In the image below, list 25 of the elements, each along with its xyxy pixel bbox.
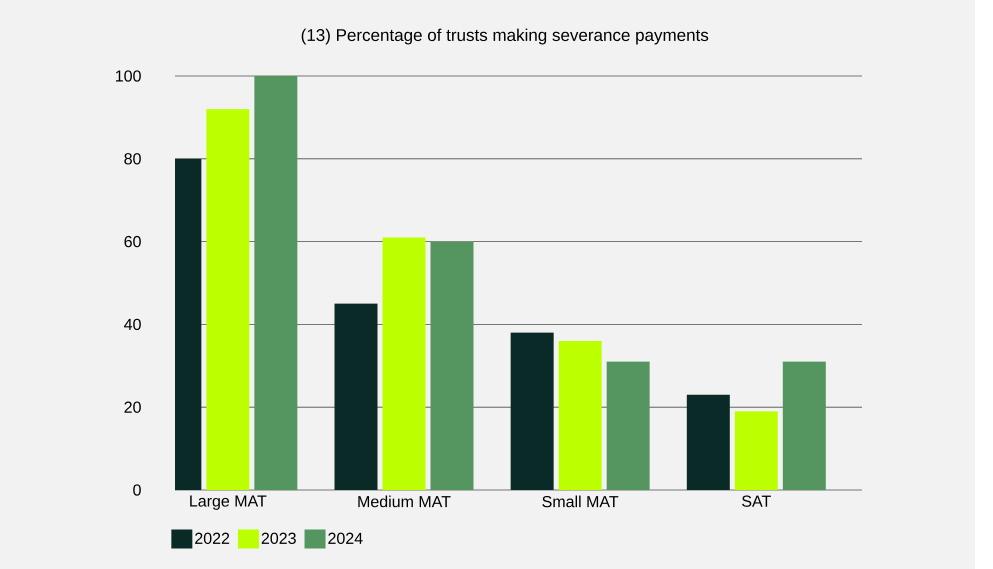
bar <box>430 242 474 490</box>
x-tick-label: Large MAT <box>190 496 266 510</box>
x-tick-label: Small MAT <box>542 496 618 508</box>
bar <box>686 394 730 490</box>
bar <box>254 76 298 490</box>
bar <box>734 411 778 490</box>
bar <box>558 340 602 490</box>
bar <box>510 332 554 490</box>
legend-label: 2024 <box>328 532 363 544</box>
bar <box>606 362 650 490</box>
bar <box>334 304 378 490</box>
legend-label: 2022 <box>195 532 230 544</box>
y-tick-label: 100 <box>116 70 141 82</box>
y-tick-label: 40 <box>124 318 141 330</box>
legend-label: 2023 <box>262 532 296 544</box>
bar <box>382 237 426 490</box>
y-tick-label: 20 <box>124 402 141 413</box>
y-tick-label: 60 <box>124 236 141 248</box>
chart-title: (13) Percentage of trusts making severance payments <box>302 28 708 44</box>
bar <box>206 109 250 490</box>
bar <box>782 362 826 490</box>
y-tick-label: 0 <box>133 484 141 496</box>
x-tick-label: SAT <box>742 496 771 507</box>
y-tick-label: 80 <box>124 153 141 164</box>
x-tick-label: Medium MAT <box>358 496 451 508</box>
